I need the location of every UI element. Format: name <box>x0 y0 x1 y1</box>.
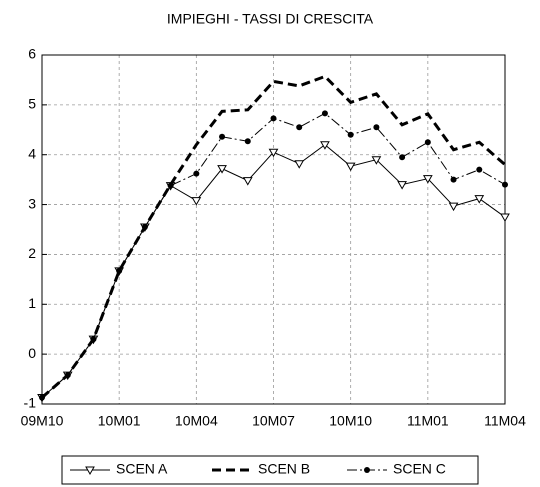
marker <box>270 115 277 122</box>
marker <box>294 160 305 169</box>
marker <box>296 124 303 131</box>
x-tick-label: 10M10 <box>329 413 372 429</box>
x-tick-label: 11M01 <box>407 413 449 429</box>
y-tick-label: 5 <box>28 96 36 112</box>
marker <box>373 124 380 131</box>
marker <box>219 133 226 140</box>
marker <box>116 267 123 274</box>
marker <box>399 154 406 161</box>
marker <box>39 394 45 401</box>
marker <box>141 224 148 231</box>
plot-frame <box>41 54 506 405</box>
marker <box>167 182 174 189</box>
marker <box>90 336 97 343</box>
marker <box>85 466 95 476</box>
y-tick-label: -1 <box>24 395 37 411</box>
marker <box>474 195 485 204</box>
y-tick-label: 1 <box>28 295 36 311</box>
y-tick-label: 2 <box>28 245 36 261</box>
y-tick-label: 6 <box>28 46 36 62</box>
legend-label: SCEN C <box>393 461 446 477</box>
x-tick-label: 09M10 <box>21 413 64 429</box>
marker <box>450 176 457 183</box>
marker <box>500 213 510 223</box>
legend-box <box>61 455 479 485</box>
marker <box>242 177 253 186</box>
legend-label: SCEN A <box>116 461 168 477</box>
marker <box>502 181 508 188</box>
marker <box>64 372 71 379</box>
marker <box>217 165 227 174</box>
y-tick-label: 4 <box>28 145 36 161</box>
y-tick-label: 0 <box>28 345 36 361</box>
legend-label: SCEN B <box>258 461 310 477</box>
marker <box>364 467 370 473</box>
x-tick-label: 11M04 <box>484 413 526 429</box>
x-tick-label: 10M07 <box>252 413 295 429</box>
marker <box>397 181 407 190</box>
marker <box>193 170 200 177</box>
y-tick-label: 3 <box>28 195 36 211</box>
x-tick-label: 10M04 <box>175 413 218 429</box>
marker <box>321 110 328 117</box>
marker <box>448 202 459 212</box>
marker <box>345 162 356 172</box>
marker <box>244 138 251 145</box>
x-tick-label: 10M01 <box>98 413 141 429</box>
marker <box>320 141 330 150</box>
marker <box>476 166 483 173</box>
chart-title: IMPIEGHI - TASSI DI CRESCITA <box>167 11 374 27</box>
series-line <box>41 74 506 399</box>
marker <box>191 197 202 206</box>
marker <box>424 139 431 146</box>
marker <box>347 131 354 138</box>
marker <box>422 175 433 184</box>
marker <box>371 156 382 165</box>
marker <box>268 148 279 158</box>
